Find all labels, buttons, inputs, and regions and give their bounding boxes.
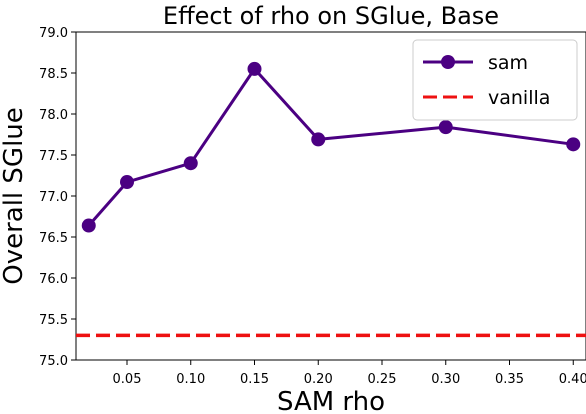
x-axis-label: SAM rho [277,387,385,414]
x-tick-label: 0.20 [304,372,333,387]
y-tick-label: 76.0 [39,272,68,287]
data-point-sam [438,120,453,135]
legend: sam vanilla [412,39,578,121]
legend-sam-marker [441,55,455,69]
x-tick-label: 0.15 [240,372,269,387]
data-point-sam [247,61,262,76]
y-tick-label: 78.5 [39,67,68,82]
x-tick-label: 0.30 [431,372,460,387]
y-tick-label: 75.5 [39,313,68,328]
x-tick-label: 0.40 [559,372,586,387]
y-tick-label: 77.0 [39,190,68,205]
x-axis-ticks: 0.05 0.10 0.15 0.20 0.25 0.30 0.35 0.40 [113,360,586,387]
data-point-sam [566,137,581,152]
series-layer [76,61,586,338]
x-tick-label: 0.25 [368,372,397,387]
x-tick-label: 0.35 [495,372,524,387]
x-tick-label: 0.05 [113,372,142,387]
legend-sam-label: sam [488,52,528,74]
data-point-sam [183,156,198,171]
x-tick-label: 0.10 [176,372,205,387]
y-tick-label: 78.0 [39,108,68,123]
data-point-sam [120,175,134,190]
y-axis-label: Overall SGlue [0,107,29,285]
chart-title: Effect of rho on SGlue, Base [163,2,499,30]
y-tick-label: 79.0 [39,26,68,41]
y-tick-label: 76.5 [39,231,68,246]
data-point-sam [311,132,326,147]
legend-vanilla-label: vanilla [488,87,550,109]
data-point-sam [81,218,96,233]
y-tick-label: 75.0 [39,354,68,369]
y-axis-ticks: 75.0 75.5 76.0 76.5 77.0 77.5 78.0 78.5 79.0 [39,26,76,369]
y-tick-label: 77.5 [39,149,68,164]
